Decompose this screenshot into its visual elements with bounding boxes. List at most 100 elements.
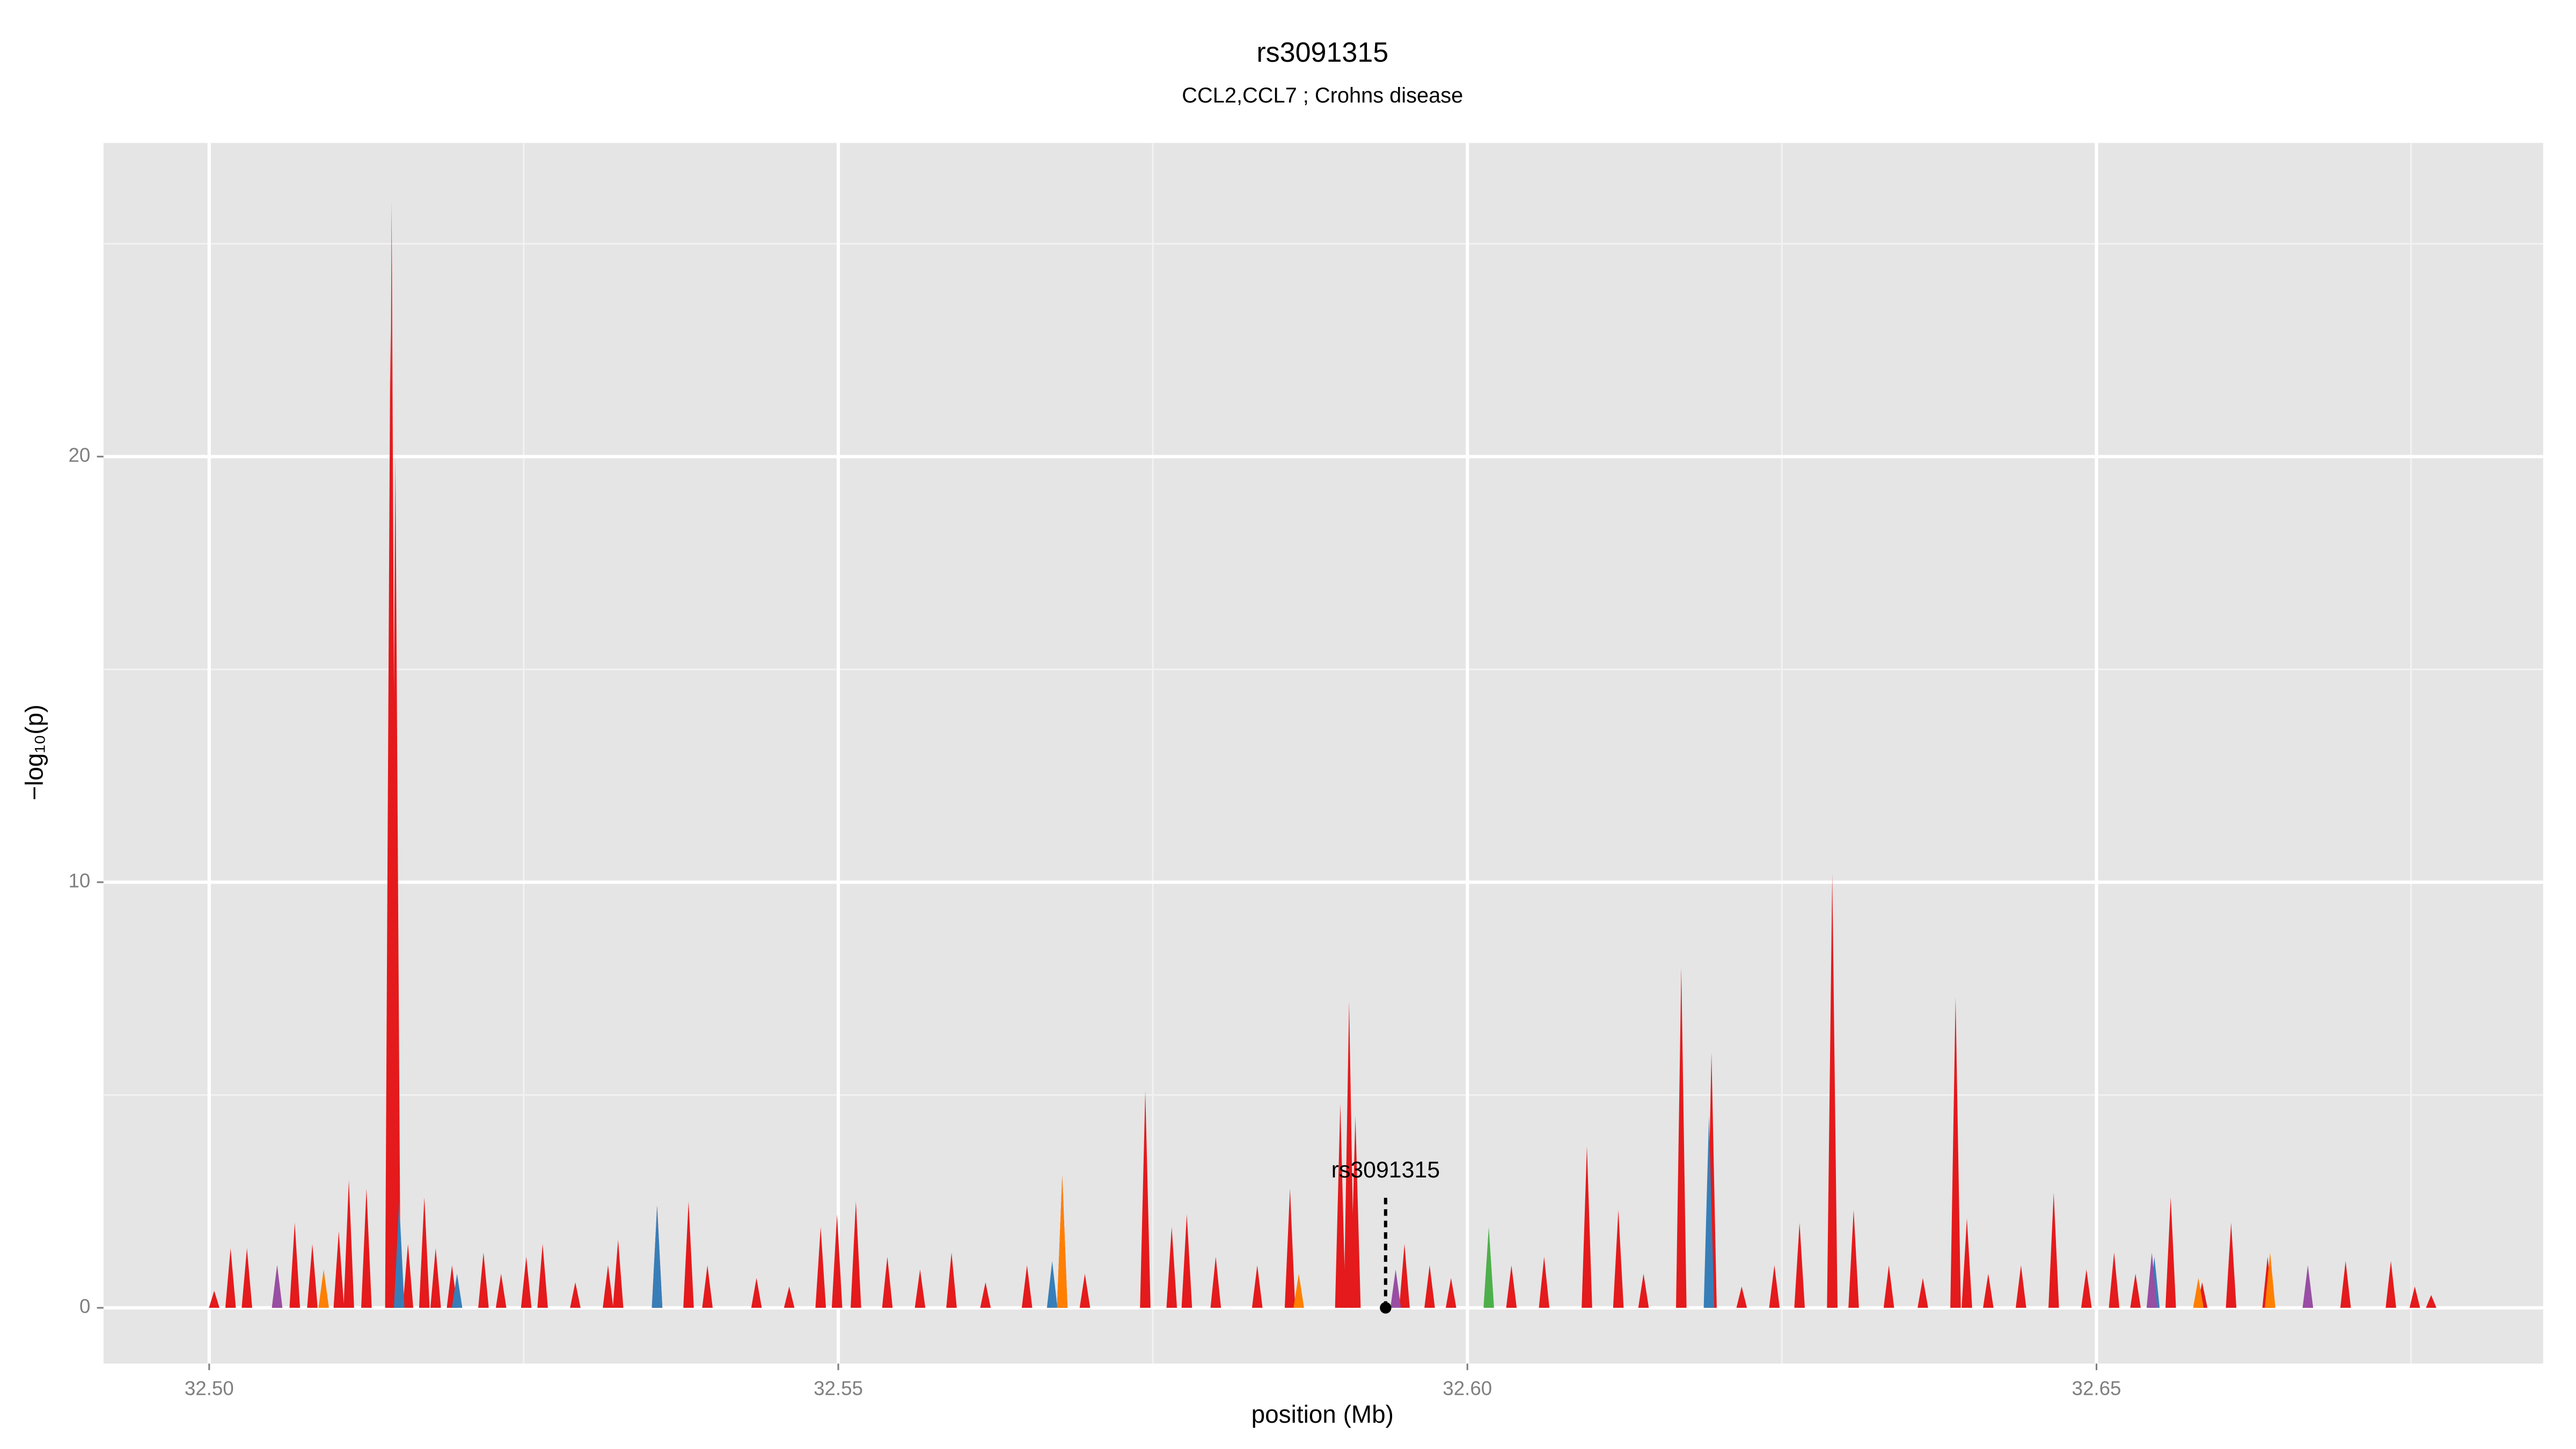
peak [2193,1278,2204,1308]
peak [1350,1116,1361,1308]
peak [361,1188,372,1308]
peak [1335,1103,1346,1308]
peak [451,1274,463,1308]
peak [1046,1261,1058,1308]
peak [831,1214,843,1308]
peak [390,456,401,1308]
peak [1962,1218,1972,1308]
peak [1021,1265,1033,1308]
peak [1918,1278,1928,1308]
peak [1483,1227,1494,1308]
peak [815,1227,826,1308]
y-tick-label: 0 [79,1296,90,1318]
peak [2385,1261,2396,1308]
peak [1210,1256,1221,1308]
peak [1539,1256,1550,1308]
peak [1424,1265,1435,1308]
plot-panel [103,143,2543,1364]
peak [307,1243,318,1308]
y-axis-title: −log₁₀(p) [20,705,48,801]
peak [1057,1176,1068,1308]
peak [394,1201,405,1308]
y-tick-label: 20 [69,444,91,466]
x-tick-label: 32.65 [2072,1377,2121,1399]
y-tick-label: 10 [69,870,91,892]
peak [419,1197,430,1308]
peak [495,1274,507,1308]
chart-title: rs3091315 [1256,37,1388,68]
peak [2130,1274,2141,1308]
peak [333,1231,345,1308]
peak [1638,1274,1649,1308]
peak [241,1248,252,1308]
peak [289,1223,301,1308]
peak [1950,997,1961,1308]
peak [1736,1286,1747,1308]
peak [683,1201,694,1308]
peak [430,1248,441,1308]
x-axis-title: position (Mb) [1252,1400,1394,1428]
peak [1390,1269,1401,1308]
peak [2302,1265,2314,1308]
peak [402,1243,414,1308]
peak [1181,1214,1192,1308]
peak [603,1265,613,1308]
peak [343,1180,354,1308]
peak [1506,1265,1517,1308]
peak [702,1265,713,1308]
peak [2340,1261,2351,1308]
peak [1827,874,1838,1308]
peak [209,1291,219,1308]
peak [2226,1223,2237,1308]
peak [1252,1265,1263,1308]
peak [1582,1146,1592,1308]
peak [318,1269,329,1308]
peak [612,1240,624,1308]
peak [1399,1243,1410,1308]
peak [2109,1252,2120,1308]
peak [1769,1265,1780,1308]
peak [751,1278,762,1308]
peak [882,1256,893,1308]
annotation-point [1380,1302,1392,1314]
peak [1794,1223,1805,1308]
peak [2409,1286,2420,1308]
peak [1883,1265,1894,1308]
x-tick-label: 32.55 [814,1377,863,1399]
peak [2048,1192,2059,1308]
peak [2165,1197,2176,1308]
peak [272,1265,283,1308]
peak [2081,1269,2092,1308]
peak [851,1201,861,1308]
peak [914,1269,926,1308]
peak [1613,1210,1624,1308]
peak [1848,1210,1859,1308]
peak [1703,1116,1715,1308]
chart-subtitle: CCL2,CCL7 ; Crohns disease [1182,84,1463,107]
peak [478,1252,489,1308]
peak [1983,1274,1994,1308]
peak [1344,1001,1355,1308]
peak [2146,1252,2157,1308]
peak [1445,1278,1457,1308]
peak [1284,1188,1296,1308]
peak [652,1205,663,1308]
peak [2265,1252,2275,1308]
annotation-label: rs3091315 [1331,1157,1440,1183]
x-tick-label: 32.50 [185,1377,234,1399]
peak [570,1282,581,1308]
peak [1676,967,1687,1308]
peak [1293,1274,1304,1308]
peak [1166,1227,1177,1308]
peak [225,1248,236,1308]
peak [784,1286,795,1308]
peak [537,1243,548,1308]
peak [2426,1295,2436,1308]
peak [1140,1091,1151,1308]
x-tick-label: 32.60 [1443,1377,1492,1399]
peak [980,1282,991,1308]
peak [946,1252,957,1308]
peak [1079,1274,1091,1308]
